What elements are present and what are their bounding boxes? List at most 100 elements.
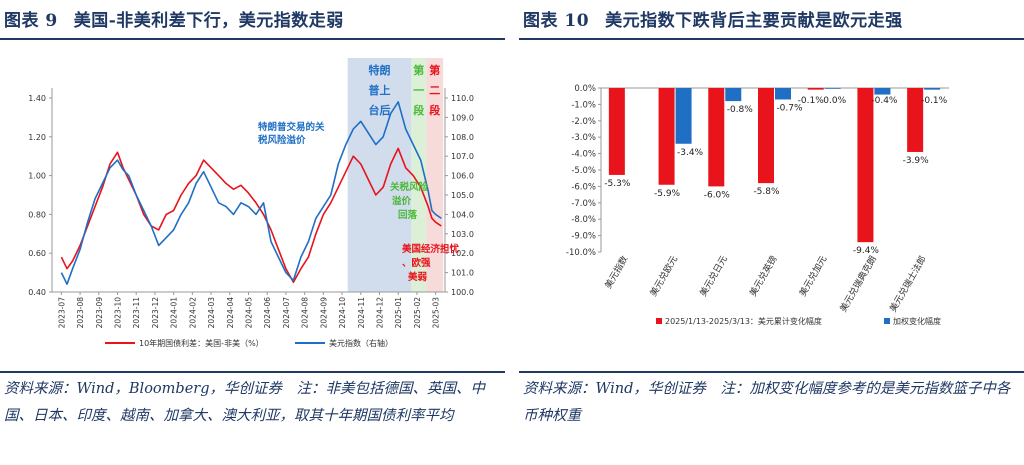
x-tick-label: 2024-02	[188, 297, 197, 329]
y-tick-label: -9.0%	[571, 232, 596, 242]
y-tick-label: -5.0%	[571, 166, 596, 176]
legend-label-cumulative: 2025/1/13-2025/3/13：美元累计变化幅度	[665, 316, 822, 326]
legend-label-weighted: 加权变化幅度	[893, 316, 941, 326]
category-label: 美元兑英镑	[747, 254, 780, 299]
bar-cumulative	[658, 88, 675, 185]
y-tick-label: -4.0%	[571, 150, 596, 160]
bar-value-label: -5.3%	[604, 179, 631, 189]
y-left-tick-label: 0.40	[28, 288, 46, 297]
x-tick-label: 2023-09	[95, 297, 104, 329]
left-figure-title: 图表 9 美国-非美利差下行，美元指数走弱	[4, 6, 344, 31]
bar-cumulative	[907, 88, 924, 152]
y-right-tick-label: 101.0	[451, 269, 474, 278]
x-tick-label: 2025-01	[394, 297, 403, 329]
y-left-tick-label: 1.00	[28, 172, 46, 181]
shaded-region-label-1: 特朗普上台后	[369, 63, 391, 117]
bar-weighted	[874, 88, 891, 95]
y-tick-label: -7.0%	[571, 199, 596, 209]
category-label: 美元兑日元	[697, 254, 730, 299]
bar-cumulative	[857, 88, 874, 243]
bar-value-label: -0.4%	[871, 96, 898, 106]
y-right-tick-label: 106.0	[451, 172, 474, 181]
x-tick-label: 2024-07	[282, 297, 291, 329]
bar-value-label: -9.4%	[853, 246, 880, 256]
y-tick-label: -1.0%	[571, 100, 596, 110]
bar-weighted	[675, 88, 692, 144]
category-label: 美元指数	[602, 254, 630, 291]
annotation-us-economy: 美国经济担忧、欧强美弱	[401, 243, 460, 283]
right-source-rule	[519, 371, 1024, 373]
right-figure-panel: 图表 10 美元指数下跌背后主要贡献是欧元走强 0.0% -1.0% -2.0% -3.…	[519, 0, 1024, 465]
legend-swatch-weighted	[884, 318, 890, 324]
series-line-1	[60, 147, 442, 284]
bar-cumulative	[807, 88, 824, 90]
y-right-tick-label: 105.0	[451, 191, 474, 200]
y-tick-label: -8.0%	[571, 215, 596, 225]
category-label: 美元兑加元	[796, 254, 829, 299]
right-source-note: 资料来源：Wind，华创证券 注：加权变化幅度参考的是美元指数篮子中各币种权重	[523, 381, 1011, 424]
y-right-tick-label: 104.0	[451, 210, 474, 219]
x-tick-label: 2023-08	[76, 297, 85, 329]
x-tick-label: 2023-07	[57, 297, 66, 329]
bar-cumulative	[708, 88, 725, 187]
bar-cumulative	[758, 88, 774, 184]
bar-value-label: -3.9%	[903, 156, 930, 166]
bar-value-label: -0.7%	[776, 103, 803, 113]
series-line-2	[60, 101, 442, 285]
y-left-tick-label: 0.60	[28, 249, 46, 258]
bar-weighted	[924, 88, 941, 90]
y-tick-label: -3.0%	[571, 133, 596, 143]
shaded-region-1	[347, 58, 412, 292]
x-tick-label: 2024-10	[338, 297, 347, 329]
shaded-region-2	[411, 58, 427, 292]
bar-weighted	[824, 88, 841, 89]
bar-chart: 0.0%-1.0%-2.0%-3.0%-4.0%-5.0%-6.0%-7.0%-…	[566, 84, 949, 326]
shaded-region-label-2: 第一段	[413, 63, 424, 117]
y-right-tick-label: 107.0	[451, 152, 474, 161]
y-right-tick-label: 110.0	[451, 94, 474, 103]
right-figure-caption: 美元指数下跌背后主要贡献是欧元走强	[605, 11, 903, 31]
x-tick-label: 2023-10	[114, 297, 123, 329]
category-label: 美元兑欧元	[647, 254, 680, 299]
y-tick-label: -2.0%	[571, 117, 596, 127]
bar-value-label: -5.8%	[753, 187, 780, 197]
left-figure-number: 图表 9	[4, 11, 58, 31]
x-tick-label: 2023-11	[132, 297, 141, 329]
left-title-rule	[0, 38, 505, 40]
x-tick-label: 2024-04	[226, 297, 235, 329]
legend-swatch-cumulative	[656, 318, 662, 324]
x-tick-label: 2024-08	[301, 297, 310, 329]
x-tick-label: 2025-02	[413, 297, 422, 329]
bar-weighted	[775, 88, 791, 100]
x-tick-label: 2024-12	[376, 297, 385, 329]
shaded-region-3	[426, 58, 444, 292]
y-right-tick-label: 103.0	[451, 230, 474, 239]
y-tick-label: 0.0%	[574, 84, 596, 94]
bar-value-label: -0.1%	[798, 96, 825, 106]
bar-value-label: -0.8%	[727, 105, 754, 115]
y-left-tick-label: 1.40	[28, 94, 46, 103]
x-tick-label: 2024-11	[357, 297, 366, 329]
bar-value-label: 0.0%	[823, 96, 846, 106]
bar-value-label: -6.0%	[704, 190, 731, 200]
shaded-region-label-3: 第二段	[429, 63, 440, 117]
left-figure-caption: 美国-非美利差下行，美元指数走弱	[73, 11, 344, 31]
y-left-tick-label: 0.80	[28, 210, 46, 219]
bar-cumulative	[608, 88, 625, 175]
bar-weighted	[725, 88, 742, 102]
category-label: 美元兑瑞士法郎	[887, 254, 929, 315]
y-right-tick-label: 102.0	[451, 249, 474, 258]
annotation-premium-fallback: 关税风险溢价回落	[390, 181, 429, 221]
x-tick-label: 2024-01	[170, 297, 179, 329]
y-tick-label: -10.0%	[566, 248, 596, 258]
bar-value-label: -0.1%	[921, 96, 948, 106]
category-label: 美元兑瑞典克朗	[837, 254, 879, 315]
x-tick-label: 2024-05	[245, 297, 254, 329]
left-figure-panel: 图表 9 美国-非美利差下行，美元指数走弱 特朗普上台后 第一段 第二段 0.40 0.6…	[0, 0, 505, 465]
left-source-note: 资料来源：Wind，Bloomberg，华创证券 注：非美包括德国、英国、中国、…	[4, 381, 485, 424]
right-figure-title: 图表 10 美元指数下跌背后主要贡献是欧元走强	[523, 6, 903, 31]
y-right-tick-label: 100.0	[451, 288, 474, 297]
right-figure-number: 图表 10	[523, 11, 590, 31]
y-right-tick-label: 108.0	[451, 133, 474, 142]
